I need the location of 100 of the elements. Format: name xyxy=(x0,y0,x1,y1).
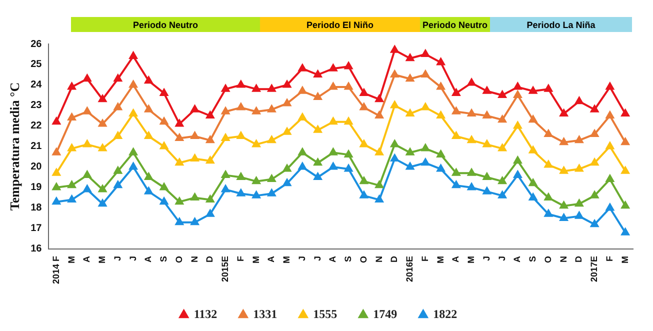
point xyxy=(268,105,276,112)
point xyxy=(98,119,107,127)
point xyxy=(222,170,230,178)
point xyxy=(360,88,368,96)
point xyxy=(160,142,168,150)
point xyxy=(236,172,245,180)
point xyxy=(252,84,260,92)
point xyxy=(606,174,614,182)
point xyxy=(375,180,384,188)
legend-label: 1331 xyxy=(253,307,278,322)
point xyxy=(421,144,430,152)
point xyxy=(160,197,168,205)
point xyxy=(190,218,199,226)
point xyxy=(222,107,230,114)
point xyxy=(590,220,599,228)
point xyxy=(560,138,568,146)
point xyxy=(529,178,538,186)
point xyxy=(329,64,338,72)
point xyxy=(360,103,368,110)
point xyxy=(468,136,476,144)
y-axis-title: Temperatura media °C xyxy=(7,82,22,211)
point xyxy=(83,185,92,192)
point xyxy=(436,82,445,90)
point xyxy=(498,191,506,198)
point xyxy=(283,80,292,88)
point xyxy=(114,166,122,174)
point xyxy=(436,111,445,118)
point xyxy=(544,193,552,200)
y-tick-label: 16 xyxy=(30,244,42,255)
y-tick-label: 19 xyxy=(30,182,42,194)
x-tick-label: S xyxy=(528,256,538,262)
point xyxy=(560,109,568,116)
x-tick-label: M xyxy=(66,256,76,264)
point xyxy=(298,64,306,72)
point xyxy=(129,148,138,156)
point xyxy=(314,92,322,100)
point xyxy=(544,130,552,137)
point xyxy=(68,113,76,121)
point xyxy=(560,214,568,221)
point xyxy=(98,144,107,152)
point xyxy=(114,103,122,110)
point xyxy=(606,142,614,150)
x-tick-label: J xyxy=(496,256,507,261)
point xyxy=(129,80,138,88)
point xyxy=(314,70,322,78)
x-tick-label: N xyxy=(189,256,200,262)
point xyxy=(114,132,122,139)
x-tick-label: O xyxy=(358,256,368,263)
y-tick-label: 17 xyxy=(30,223,42,234)
point xyxy=(514,121,522,129)
point xyxy=(406,148,414,156)
point xyxy=(344,117,353,125)
point xyxy=(390,70,399,78)
point xyxy=(575,164,584,172)
point xyxy=(252,191,260,198)
point xyxy=(468,109,476,116)
point xyxy=(482,86,491,94)
point xyxy=(390,46,399,53)
point xyxy=(222,185,230,192)
point xyxy=(175,197,184,205)
point xyxy=(344,62,353,70)
point xyxy=(252,140,260,148)
point xyxy=(621,201,630,209)
point xyxy=(190,193,199,200)
point xyxy=(114,180,122,188)
legend-label: 1132 xyxy=(194,307,218,322)
point xyxy=(236,132,245,139)
point xyxy=(68,82,76,90)
point xyxy=(575,96,584,104)
point xyxy=(206,111,214,118)
point xyxy=(468,168,476,176)
point xyxy=(529,86,538,94)
point xyxy=(468,78,476,86)
point xyxy=(52,168,60,176)
point xyxy=(144,172,153,180)
x-tick-label: M xyxy=(282,256,292,264)
x-tick-label: A xyxy=(143,255,154,262)
point xyxy=(575,199,584,207)
x-tick-label: O xyxy=(174,256,184,263)
point xyxy=(298,86,306,94)
point xyxy=(421,70,430,78)
point xyxy=(283,128,292,135)
x-tick-label: M xyxy=(620,256,630,264)
point xyxy=(514,82,522,90)
point xyxy=(560,201,568,209)
point xyxy=(129,52,138,60)
x-tick-label: S xyxy=(158,256,169,262)
point xyxy=(452,107,460,114)
x-tick-label: O xyxy=(542,256,553,263)
point xyxy=(482,140,491,148)
point xyxy=(529,146,538,154)
point xyxy=(329,162,338,170)
point xyxy=(252,107,260,114)
point xyxy=(344,82,353,90)
point xyxy=(344,164,353,172)
point xyxy=(621,109,630,116)
point xyxy=(606,203,614,211)
point xyxy=(83,170,92,178)
point xyxy=(206,136,214,144)
point xyxy=(83,107,92,114)
